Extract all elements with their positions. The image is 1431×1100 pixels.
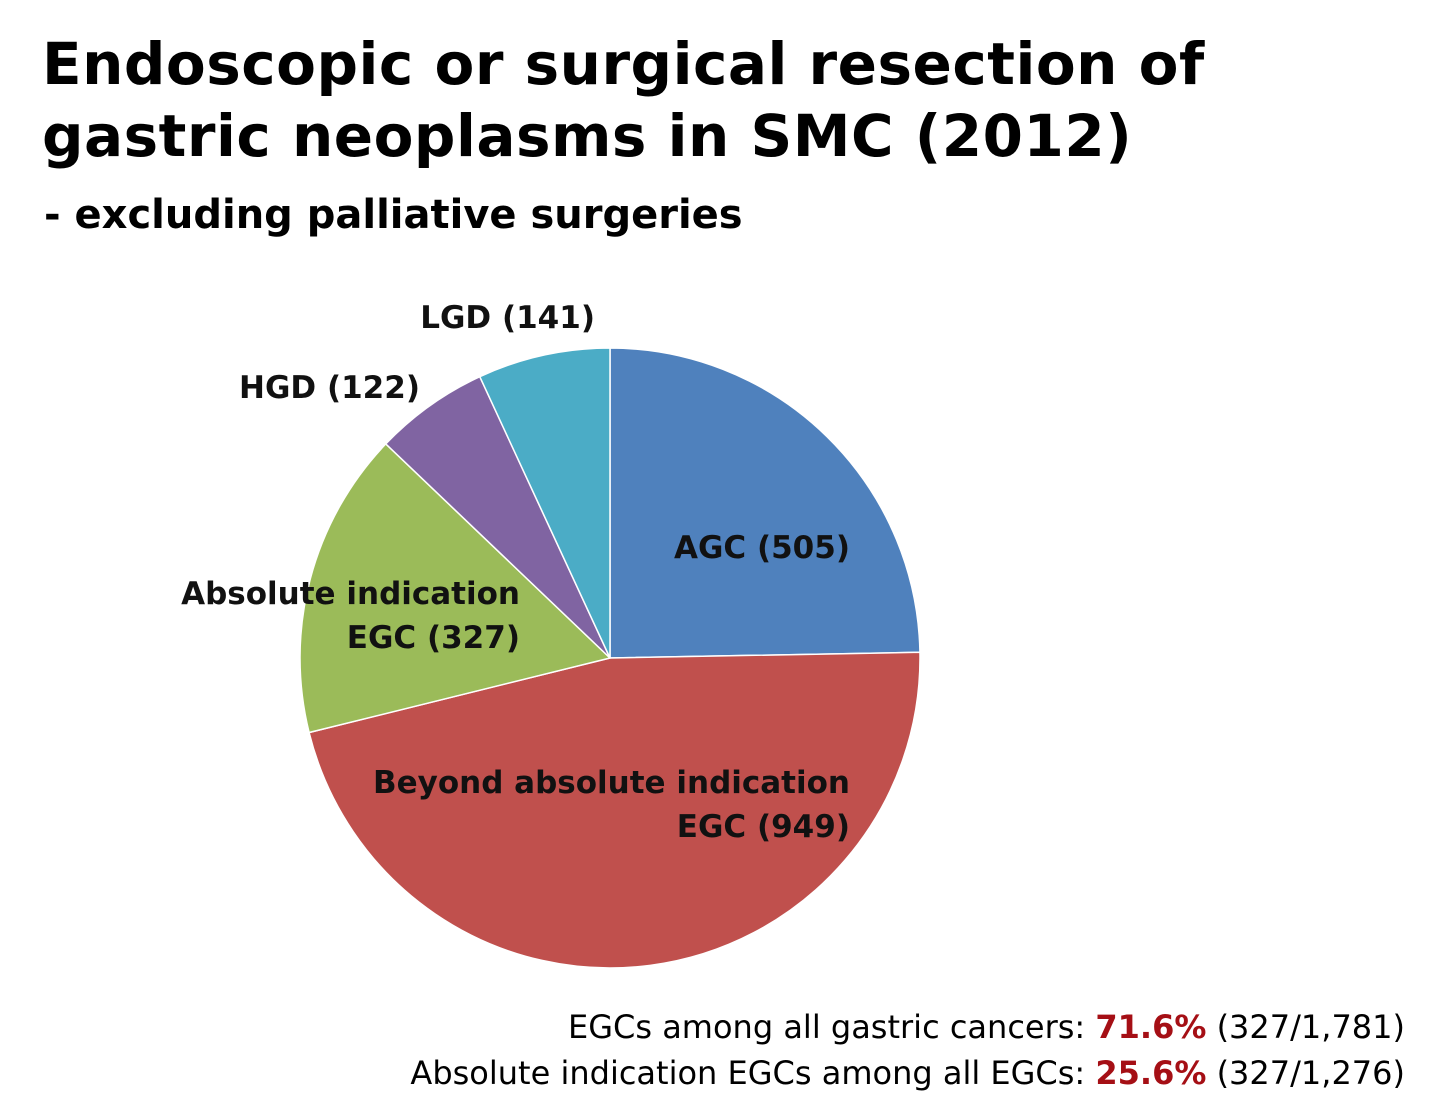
chart-title-line-1: Endoscopic or surgical resection of xyxy=(42,30,1205,98)
footnotes: EGCs among all gastric cancers: 71.6% (3… xyxy=(410,1004,1405,1096)
slice-label-3-line-0: HGD (122) xyxy=(239,370,420,406)
slice-label-1-line-0: Beyond absolute indication xyxy=(373,765,850,801)
chart-subtitle: - excluding palliative surgeries xyxy=(44,192,743,238)
slice-label-0: AGC (505) xyxy=(674,530,850,566)
footnote-absolute-ratio-count: (327/1,276) xyxy=(1206,1054,1405,1092)
footnote-egc-ratio-text: EGCs among all gastric cancers: xyxy=(567,1008,1096,1046)
slice-label-0-line-0: AGC (505) xyxy=(674,530,850,566)
chart-title: Endoscopic or surgical resection of gast… xyxy=(42,28,1205,172)
slice-label-2-line-1: EGC (327) xyxy=(347,620,520,656)
footnote-absolute-ratio-text: Absolute indication EGCs among all EGCs: xyxy=(410,1054,1096,1092)
footnote-egc-ratio: EGCs among all gastric cancers: 71.6% (3… xyxy=(410,1004,1405,1050)
chart-title-line-2: gastric neoplasms in SMC (2012) xyxy=(42,102,1133,170)
slice-label-3: HGD (122) xyxy=(239,370,420,406)
footnote-absolute-ratio: Absolute indication EGCs among all EGCs:… xyxy=(410,1050,1405,1096)
pie-slice-2 xyxy=(299,442,612,734)
slice-label-4-line-0: LGD (141) xyxy=(420,300,595,336)
slice-label-1: Beyond absolute indication EGC (949) xyxy=(373,765,850,845)
footnote-absolute-ratio-percent: 25.6% xyxy=(1095,1054,1207,1092)
slice-label-1-line-1: EGC (949) xyxy=(677,809,850,845)
pie-slice-1 xyxy=(308,651,921,969)
slice-label-2: Absolute indication EGC (327) xyxy=(181,576,520,656)
pie-slice-0 xyxy=(609,347,921,659)
pie-slice-4 xyxy=(478,347,611,659)
footnote-egc-ratio-count: (327/1,781) xyxy=(1206,1008,1405,1046)
footnote-egc-ratio-percent: 71.6% xyxy=(1095,1008,1207,1046)
slice-label-2-line-0: Absolute indication xyxy=(181,576,520,612)
slice-label-4: LGD (141) xyxy=(420,300,595,336)
